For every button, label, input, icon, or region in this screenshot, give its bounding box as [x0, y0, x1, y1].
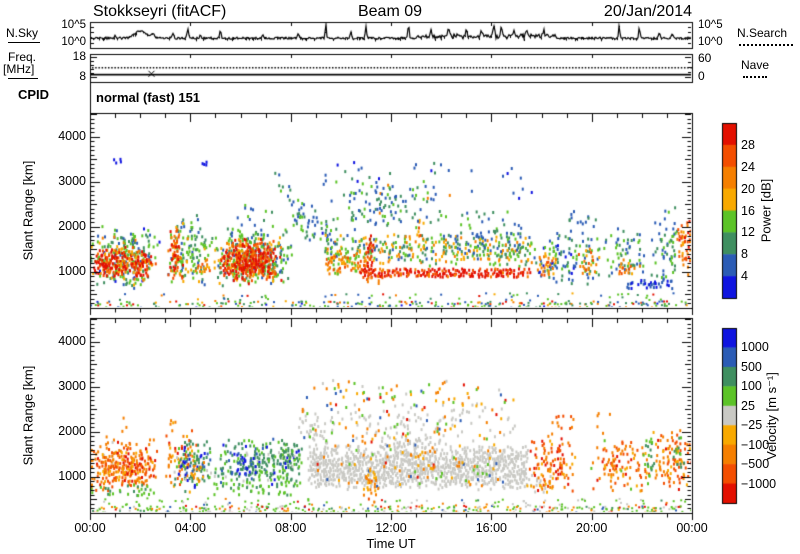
nave-label: Nave: [741, 58, 770, 72]
velocity-y-tick-label: 2000: [58, 423, 86, 438]
power-colorbar-tick-label: 12: [741, 225, 755, 240]
velocity-colorbar-tick-label: 500: [741, 359, 762, 374]
power-colorbar-title: Power [dB]: [758, 178, 774, 243]
freq-solid-line-legend-icon: [8, 78, 38, 79]
beam-title: Beam 09: [357, 3, 423, 20]
nsky-ytick-bottom-left: 10^0: [61, 36, 86, 48]
x-tick-label: 00:00: [676, 521, 708, 535]
nsky-ytick-top-right: 10^5: [698, 19, 723, 31]
power-colorbar-tick-label: 4: [741, 269, 748, 284]
velocity-colorbar-tick-label: −25: [741, 418, 763, 433]
freq-units-label: [MHz]: [3, 62, 35, 76]
nsearch-label: N.Search: [737, 26, 788, 40]
freq-label: Freq.: [8, 50, 37, 64]
power-colorbar-tick-label: 28: [741, 137, 755, 152]
velocity-colorbar-tick-label: 100: [741, 379, 762, 394]
nsky-ytick-top-left: 10^5: [61, 19, 86, 31]
nsky-solid-line-legend-icon: [8, 42, 40, 43]
power-y-tick-label: 3000: [58, 173, 86, 188]
x-tick-label: 00:00: [74, 521, 106, 535]
freq-ytick-top-left: 18: [72, 49, 86, 63]
velocity-colorbar-tick-label: −1000: [741, 476, 777, 491]
power-y-tick-label: 4000: [58, 128, 86, 143]
nave-dotted-line-legend-icon: [743, 76, 767, 78]
nsky-label: N.Sky: [6, 26, 39, 40]
velocity-y-axis-title: Slant Range [km]: [20, 365, 36, 466]
velocity-colorbar-tick-label: 25: [741, 398, 755, 413]
power-y-tick-label: 1000: [58, 263, 86, 278]
power-colorbar-tick-label: 20: [741, 181, 755, 196]
power-colorbar-tick-label: 16: [741, 203, 755, 218]
nave-ytick-top-right: 60: [698, 51, 712, 65]
date-title: 20/Jan/2014: [603, 3, 692, 20]
x-tick-label: 16:00: [475, 521, 507, 535]
velocity-colorbar-tick-label: −100: [741, 437, 770, 452]
cpid-label: CPID: [18, 87, 50, 102]
power-colorbar-tick-label: 8: [741, 247, 748, 262]
nsky-ytick-bottom-right: 10^0: [698, 36, 723, 48]
velocity-y-tick-label: 1000: [58, 468, 86, 483]
cpid-value: normal (fast) 151: [96, 90, 201, 105]
x-tick-label: 20:00: [576, 521, 608, 535]
power-colorbar-tick-label: 24: [741, 159, 755, 174]
freq-ytick-bottom-left: 8: [79, 69, 86, 83]
velocity-y-tick-label: 4000: [58, 333, 86, 348]
x-tick-label: 04:00: [174, 521, 206, 535]
power-y-axis-title: Slant Range [km]: [20, 160, 36, 261]
nave-ytick-bottom-right: 0: [698, 69, 705, 83]
x-tick-label: 08:00: [275, 521, 307, 535]
x-tick-label: 12:00: [375, 521, 407, 535]
station-title: Stokkseyri (fitACF): [93, 3, 227, 20]
x-axis-title: Time UT: [366, 536, 416, 551]
nsearch-dotted-line-legend-icon: [739, 44, 793, 46]
velocity-y-tick-label: 3000: [58, 378, 86, 393]
power-y-tick-label: 2000: [58, 218, 86, 233]
velocity-colorbar-tick-label: −500: [741, 457, 770, 472]
velocity-colorbar-tick-label: 1000: [741, 340, 769, 355]
